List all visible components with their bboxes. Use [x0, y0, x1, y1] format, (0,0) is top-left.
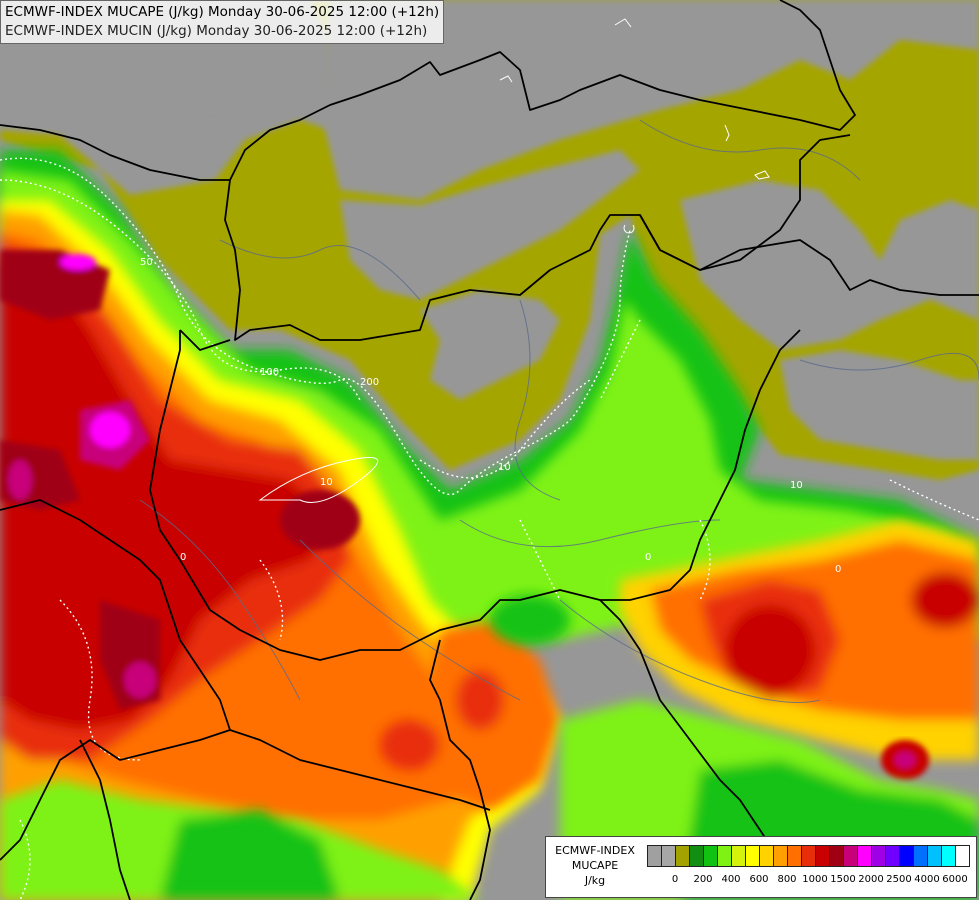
title-mucin: ECMWF-INDEX MUCIN (J/kg) Monday 30-06-20…: [5, 23, 428, 39]
high-cape-spots: [0, 250, 360, 710]
color-legend: ECMWF-INDEX MUCAPE J/kg 0 200 400 600 800 100…: [545, 836, 977, 898]
contour-label: 10: [498, 462, 511, 473]
legend-tick-label: 800: [777, 874, 797, 885]
legend-tick-label: 4000: [914, 874, 940, 885]
contour-label: 0: [180, 552, 186, 563]
contour-label: 100: [260, 367, 279, 378]
legend-swatch: [941, 845, 956, 867]
legend-swatch: [899, 845, 914, 867]
contour-label: 0: [835, 564, 841, 575]
legend-tick-label: 2500: [886, 874, 912, 885]
map-title: ECMWF-INDEX MUCAPE (J/kg) Monday 30-06-2…: [0, 0, 445, 44]
legend-tick-label: 400: [721, 874, 741, 885]
east-warm-region: [620, 520, 979, 760]
legend-title: ECMWF-INDEX MUCAPE J/kg: [548, 843, 642, 888]
legend-swatch: [829, 845, 844, 867]
contour-label: 10: [320, 477, 333, 488]
legend-tick-label: 1500: [830, 874, 856, 885]
contour-label: 200: [360, 377, 379, 388]
east-spot: [881, 740, 929, 780]
legend-swatch: [885, 845, 900, 867]
legend-swatch: [927, 845, 942, 867]
legend-swatch: [745, 845, 760, 867]
legend-swatch: [717, 845, 732, 867]
title-mucape: ECMWF-INDEX MUCAPE (J/kg) Monday 30-06-2…: [5, 4, 440, 20]
legend-tick-label: 600: [749, 874, 769, 885]
legend-swatch: [843, 845, 858, 867]
legend-tick-label: 6000: [942, 874, 968, 885]
legend-swatch: [759, 845, 774, 867]
contour-label: 50: [140, 257, 153, 268]
legend-ticks: 0 200 400 600 800 1000 1500 2000 2500 4000 6000: [647, 874, 968, 888]
legend-tick-label: 2000: [858, 874, 884, 885]
legend-swatch: [773, 845, 788, 867]
legend-swatch: [731, 845, 746, 867]
lime-band: [0, 170, 979, 640]
legend-swatch: [661, 845, 676, 867]
legend-tick-label: 0: [671, 874, 679, 885]
legend-color-bar: [647, 845, 970, 867]
mucin-solid-contours: [258, 18, 770, 503]
legend-title-unit: J/kg: [584, 874, 606, 887]
legend-swatch: [703, 845, 718, 867]
legend-swatch: [871, 845, 886, 867]
legend-swatch: [689, 845, 704, 867]
legend-title-model: ECMWF-INDEX: [555, 844, 635, 857]
legend-title-param: MUCAPE: [571, 859, 619, 872]
legend-swatch: [787, 845, 802, 867]
gray-areas: [0, 0, 979, 460]
contour-label: 10: [790, 480, 803, 491]
rivers: [139, 119, 979, 703]
legend-tick-label: 1000: [802, 874, 828, 885]
legend-swatch: [857, 845, 872, 867]
legend-swatch: [913, 845, 928, 867]
legend-swatch: [675, 845, 690, 867]
legend-swatch: [955, 845, 970, 867]
legend-swatch: [801, 845, 816, 867]
legend-tick-label: 200: [693, 874, 713, 885]
contour-labels: 10 50 100 200 10 0 0 10 0: [140, 257, 841, 575]
legend-swatch: [647, 845, 662, 867]
contour-label: 0: [645, 552, 651, 563]
legend-swatch: [815, 845, 830, 867]
